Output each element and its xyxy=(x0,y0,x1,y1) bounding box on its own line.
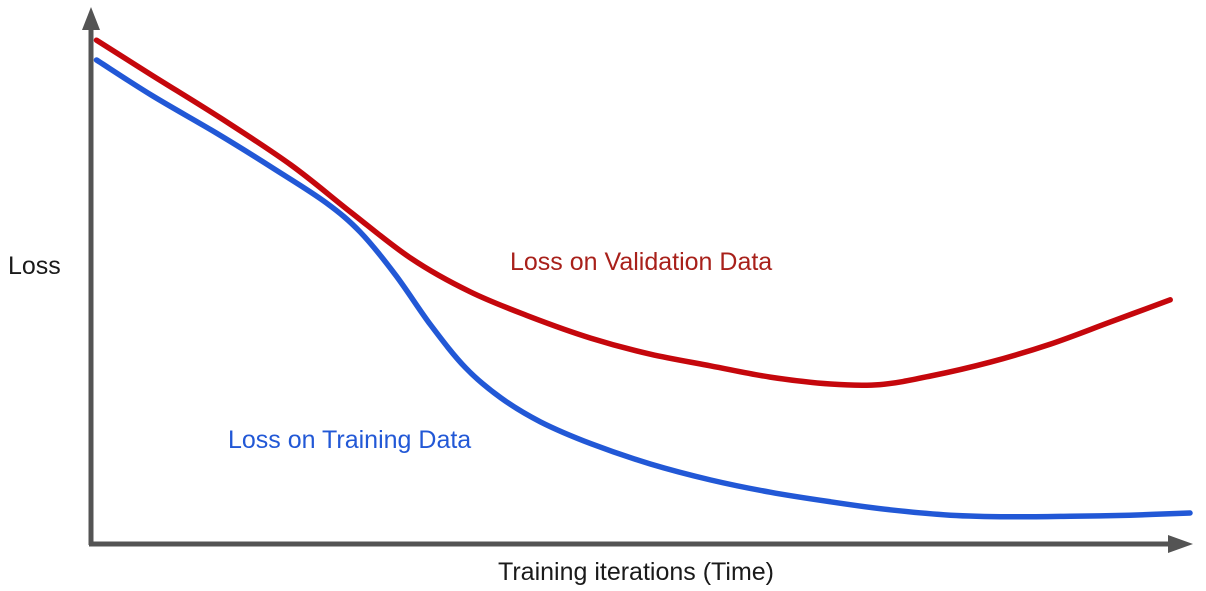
loss-on-training-data-curve xyxy=(93,57,1193,520)
y-axis-arrow-icon xyxy=(82,7,100,30)
training-curve-label: Loss on Training Data xyxy=(228,426,472,454)
y-axis-label: Loss xyxy=(8,252,61,280)
loss-on-validation-data-curve xyxy=(93,37,1173,389)
x-axis-arrow-icon xyxy=(1168,535,1193,553)
axes xyxy=(82,7,1193,553)
x-axis-label: Training iterations (Time) xyxy=(497,558,775,586)
validation-curve-label: Loss on Validation Data xyxy=(510,248,773,276)
curves-group xyxy=(93,37,1193,520)
